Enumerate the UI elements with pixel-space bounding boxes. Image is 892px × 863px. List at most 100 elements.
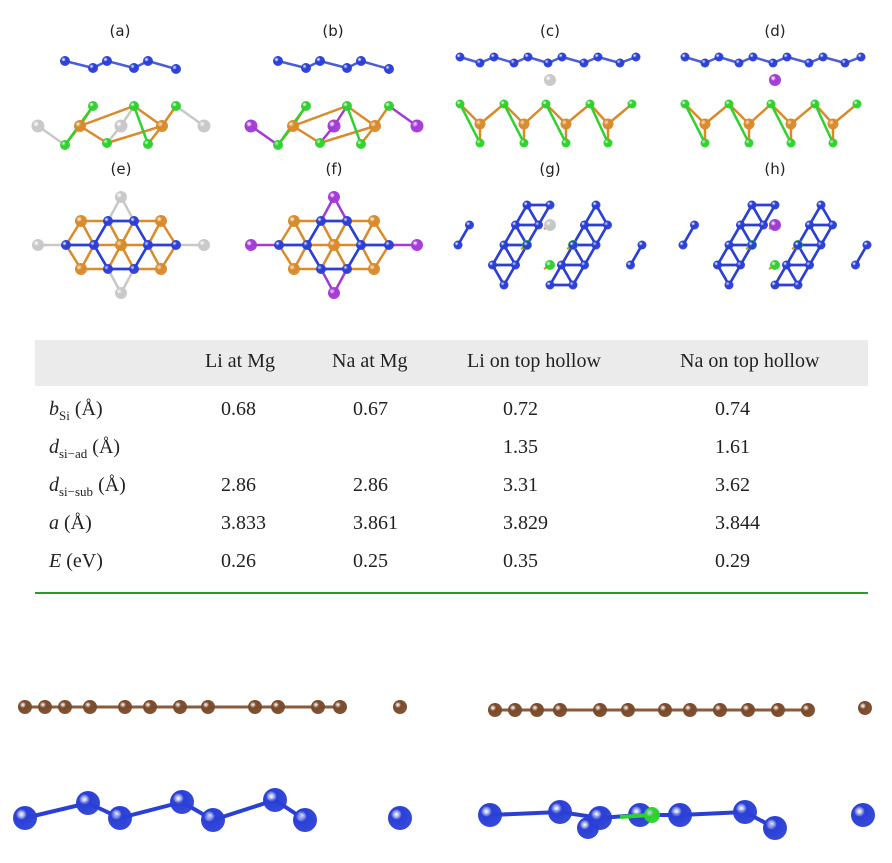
table-cell: 1.61 bbox=[715, 436, 750, 458]
cl-atom bbox=[786, 138, 796, 148]
mg-atom bbox=[474, 118, 486, 130]
si-atom bbox=[103, 216, 113, 226]
si-atom bbox=[851, 803, 875, 827]
si-atom bbox=[690, 220, 699, 230]
cl-atom bbox=[724, 99, 734, 109]
si-atom bbox=[557, 52, 567, 62]
bond bbox=[769, 103, 793, 144]
si-atom bbox=[763, 816, 787, 840]
c-atom bbox=[311, 700, 325, 714]
na-atom bbox=[410, 119, 424, 133]
li-atom bbox=[544, 74, 556, 86]
si-atom bbox=[61, 240, 71, 250]
si-atom bbox=[356, 240, 366, 250]
table-cell: 0.29 bbox=[715, 550, 750, 572]
na-atom bbox=[327, 119, 341, 133]
si-atom bbox=[488, 260, 497, 270]
cl-atom bbox=[88, 101, 98, 111]
si-atom bbox=[89, 240, 99, 250]
cl-atom bbox=[301, 101, 311, 111]
si-atom bbox=[828, 220, 837, 230]
si-atom bbox=[580, 220, 589, 230]
table-cell: 3.833 bbox=[221, 512, 266, 534]
na-atom bbox=[769, 74, 781, 86]
cl-atom bbox=[273, 140, 283, 150]
na-atom bbox=[411, 239, 423, 251]
c-atom bbox=[771, 703, 785, 717]
si-atom bbox=[748, 52, 758, 62]
cl-atom bbox=[545, 260, 555, 270]
cl-atom bbox=[744, 138, 754, 148]
cl-atom bbox=[102, 138, 112, 148]
si-atom bbox=[631, 52, 641, 62]
li-atom bbox=[197, 119, 211, 133]
si-atom bbox=[557, 260, 566, 270]
si-atom bbox=[805, 220, 814, 230]
row-label: E (eV) bbox=[49, 550, 103, 572]
c-atom bbox=[38, 700, 52, 714]
si-atom bbox=[129, 216, 139, 226]
si-atom bbox=[678, 240, 688, 250]
table-row: a (Å) 3.833 3.861 3.829 3.844 bbox=[35, 506, 868, 544]
si-atom bbox=[816, 200, 826, 210]
si-atom bbox=[724, 240, 734, 250]
si-atom bbox=[129, 63, 139, 73]
si-atom bbox=[76, 791, 100, 815]
cl-atom bbox=[475, 138, 485, 148]
cl-atom bbox=[356, 139, 366, 149]
si-atom bbox=[171, 64, 181, 74]
li-atom bbox=[115, 191, 127, 203]
si-atom bbox=[851, 260, 860, 270]
si-atom bbox=[736, 220, 745, 230]
table-cell: 3.861 bbox=[353, 512, 398, 534]
si-atom bbox=[733, 800, 757, 824]
bond bbox=[588, 103, 610, 144]
table-cell: 0.74 bbox=[715, 398, 750, 420]
c-atom bbox=[143, 700, 157, 714]
c-atom bbox=[173, 700, 187, 714]
row-label: dsi−sub (Å) bbox=[49, 474, 126, 499]
mg-atom bbox=[368, 263, 380, 275]
mg-atom bbox=[518, 118, 530, 130]
mg-atom bbox=[75, 263, 87, 275]
bond bbox=[502, 103, 526, 144]
si-atom bbox=[591, 200, 601, 210]
si-atom bbox=[316, 264, 326, 274]
mg-atom bbox=[785, 118, 797, 130]
panel-label-b: (b) bbox=[322, 22, 344, 40]
table-cell: 2.86 bbox=[353, 474, 388, 496]
cl-atom bbox=[143, 139, 153, 149]
si-atom bbox=[356, 56, 366, 66]
c-atom bbox=[530, 703, 544, 717]
c-atom bbox=[393, 700, 407, 714]
bond bbox=[345, 105, 363, 145]
si-atom bbox=[108, 806, 132, 830]
si-atom bbox=[543, 58, 553, 68]
si-atom bbox=[862, 240, 872, 250]
si-atom bbox=[273, 56, 283, 66]
col-header: Li at Mg bbox=[205, 350, 275, 372]
panel-label-g: (g) bbox=[539, 160, 561, 178]
c-atom bbox=[488, 703, 502, 717]
si-atom bbox=[680, 52, 690, 62]
si-atom bbox=[293, 808, 317, 832]
li-atom bbox=[544, 219, 556, 231]
si-atom bbox=[302, 240, 312, 250]
si-atom bbox=[856, 52, 866, 62]
si-atom bbox=[714, 52, 724, 62]
cl-atom bbox=[541, 99, 551, 109]
li-atom bbox=[114, 119, 128, 133]
c-atom bbox=[333, 700, 347, 714]
si-atom bbox=[102, 56, 112, 66]
c-atom bbox=[683, 703, 697, 717]
table-cell: 3.844 bbox=[715, 512, 760, 534]
table-cell: 3.31 bbox=[503, 474, 538, 496]
si-atom bbox=[805, 260, 814, 270]
cl-atom bbox=[680, 99, 690, 109]
si-atom bbox=[793, 280, 803, 290]
si-atom bbox=[637, 240, 647, 250]
cl-atom bbox=[770, 260, 780, 270]
si-atom bbox=[782, 52, 792, 62]
si-atom bbox=[315, 56, 325, 66]
si-atom bbox=[143, 56, 153, 66]
